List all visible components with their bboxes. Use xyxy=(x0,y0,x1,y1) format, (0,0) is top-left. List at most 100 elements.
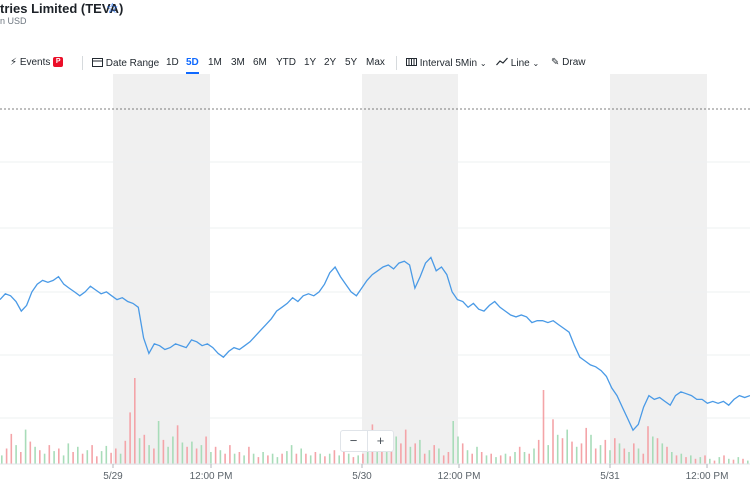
date-range-label: Date Range xyxy=(105,58,160,69)
range-1m[interactable]: 1M xyxy=(208,57,222,68)
volume-bar xyxy=(552,419,554,464)
volume-bar xyxy=(699,457,702,464)
toolbar-divider xyxy=(396,56,397,70)
volume-bar xyxy=(300,448,302,464)
volume-bar xyxy=(34,446,36,464)
range-1y[interactable]: 1Y xyxy=(304,57,317,68)
volume-bar xyxy=(390,446,393,464)
range-2y[interactable]: 2Y xyxy=(324,57,337,68)
volume-bar xyxy=(709,458,711,464)
volume-bar xyxy=(290,445,293,464)
volume-bar xyxy=(186,446,188,464)
volume-bar xyxy=(666,446,668,464)
range-3m[interactable]: 3M xyxy=(231,57,245,68)
range-1d[interactable]: 1D xyxy=(166,57,179,68)
volume-bar xyxy=(86,450,89,464)
zoom-in-button[interactable]: + xyxy=(367,431,393,451)
volume-bar xyxy=(338,455,340,464)
volume-bar xyxy=(328,453,331,464)
volume-bar xyxy=(191,441,193,464)
line-label: Line xyxy=(510,58,530,69)
interval-value: 5Min xyxy=(455,58,478,69)
volume-bar xyxy=(438,448,440,464)
interval-dropdown[interactable]: Interval 5Min ⌄ xyxy=(406,57,487,69)
volume-bar xyxy=(452,421,454,464)
volume-bar xyxy=(533,448,535,464)
volume-bar xyxy=(29,441,32,464)
page-title: tries Limited (TEVA) xyxy=(0,1,124,16)
range-6m[interactable]: 6M xyxy=(253,57,267,68)
events-button[interactable]: ⚡ Events P xyxy=(10,57,64,68)
volume-bar xyxy=(723,455,725,464)
date-range-button[interactable]: Date Range xyxy=(92,57,159,69)
volume-bar xyxy=(20,452,22,464)
x-tick-label: 12:00 PM xyxy=(438,471,481,482)
volume-bar xyxy=(713,460,716,464)
volume-bar xyxy=(547,445,549,464)
volume-bar xyxy=(514,452,516,464)
volume-bar xyxy=(105,445,108,464)
price-chart[interactable]: 5/29 12:00 PM 5/30 12:00 PM 5/31 12:00 PM xyxy=(0,74,750,500)
volume-bar xyxy=(623,448,626,464)
volume-bar xyxy=(347,453,350,464)
volume-bar xyxy=(704,455,706,464)
volume-bar xyxy=(224,453,226,464)
volume-bar xyxy=(176,425,179,464)
volume-bar xyxy=(381,445,383,464)
volume-bar xyxy=(490,453,492,464)
volume-bar xyxy=(77,446,79,464)
zoom-out-button[interactable]: − xyxy=(349,433,358,448)
volume-bar xyxy=(366,452,369,464)
volume-bar xyxy=(262,452,264,464)
range-max[interactable]: Max xyxy=(366,57,385,68)
range-5y[interactable]: 5Y xyxy=(345,57,358,68)
volume-bar xyxy=(585,427,587,464)
volume-bar xyxy=(314,452,317,464)
draw-button[interactable]: ✎ Draw xyxy=(551,57,586,68)
volume-bar xyxy=(485,455,488,464)
volume-bar xyxy=(633,443,635,464)
lightning-icon: ⚡ xyxy=(10,57,18,68)
volume-bar xyxy=(129,412,131,464)
volume-bar xyxy=(642,453,645,464)
volume-bar xyxy=(153,448,155,464)
volume-bar xyxy=(362,453,364,464)
volume-bar xyxy=(694,458,697,464)
zoom-controls: − + xyxy=(340,430,394,452)
line-type-dropdown[interactable]: Line ⌄ xyxy=(496,57,539,69)
volume-bar xyxy=(747,460,749,464)
volume-bar xyxy=(195,448,198,464)
events-label: Events xyxy=(19,57,51,68)
range-ytd[interactable]: YTD xyxy=(276,57,296,68)
volume-bar xyxy=(647,426,649,464)
quote-header: tries Limited (TEVA) ☆ n USD xyxy=(0,0,750,30)
range-5d[interactable]: 5D xyxy=(186,57,199,68)
volume-bar xyxy=(343,452,345,464)
star-icon[interactable]: ☆ xyxy=(106,0,119,16)
volume-bar xyxy=(466,450,469,464)
volume-bar xyxy=(685,457,687,464)
volume-bar xyxy=(10,433,13,464)
volume-bar xyxy=(214,446,217,464)
volume-bar xyxy=(404,429,407,464)
volume-bar xyxy=(661,443,664,464)
volume-bar xyxy=(138,438,141,464)
volume-bar xyxy=(58,448,60,464)
volume-bar xyxy=(718,457,721,464)
volume-bar xyxy=(628,452,630,464)
volume-bar xyxy=(561,438,564,464)
volume-bar xyxy=(594,448,597,464)
volume-bar xyxy=(252,453,255,464)
volume-bar xyxy=(457,436,459,464)
volume-bar xyxy=(357,455,359,464)
volume-bar xyxy=(96,456,98,464)
volume-bar xyxy=(737,457,740,464)
volume-bar xyxy=(509,456,511,464)
price-series-line xyxy=(0,256,750,432)
volume-bar xyxy=(604,439,607,464)
volume-bar xyxy=(400,443,402,464)
volume-bar xyxy=(39,450,41,464)
volume-bar xyxy=(480,452,483,464)
volume-bar xyxy=(162,439,165,464)
volume-bar xyxy=(495,457,497,464)
